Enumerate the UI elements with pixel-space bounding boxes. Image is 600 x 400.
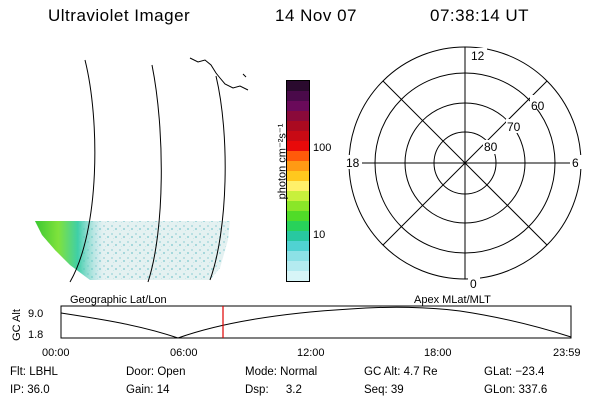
status-glon: GLon: 337.6 — [484, 384, 547, 396]
status-door-label: Door: — [126, 366, 155, 378]
meridian-line-3 — [209, 75, 226, 281]
status-glon-label: GLon: — [484, 384, 516, 396]
apex-label: Apex MLat/MLT — [414, 294, 491, 306]
status-ip-value: 36.0 — [27, 384, 50, 396]
status-ip-label: IP: — [10, 384, 25, 396]
alt-x-tick-0000: 00:00 — [42, 347, 70, 359]
status-door-value: Open — [157, 366, 186, 378]
status-seq-label: Seq: — [364, 384, 388, 396]
meridian-line-1 — [69, 59, 96, 283]
app-title: Ultraviolet Imager — [48, 6, 191, 25]
alt-plot-ylabel: GC Alt — [11, 309, 23, 341]
geographic-image — [35, 57, 249, 283]
altitude-curve — [60, 306, 572, 339]
status-gc-alt-value: 4.7 Re — [403, 366, 438, 378]
colorbar-tick-100: 100 — [313, 142, 332, 154]
alt-tick-high: 9.0 — [28, 308, 44, 320]
status-gain: Gain: 14 — [126, 384, 170, 396]
status-flt: Flt: LBHL — [10, 366, 58, 378]
status-mode-value: Normal — [280, 366, 318, 378]
status-ip: IP: 36.0 — [10, 384, 50, 396]
status-dsp: Dsp: 3.2 — [245, 384, 302, 396]
alt-x-tick-2359: 23:59 — [553, 347, 581, 359]
lat-label-80: 80 — [484, 140, 498, 154]
status-glat-label: GLat: — [484, 366, 513, 378]
status-seq: Seq: 39 — [364, 384, 404, 396]
status-mode-label: Mode: — [245, 366, 277, 378]
alt-tick-low: 1.8 — [28, 329, 44, 341]
mlt-label-left: 18 — [346, 156, 360, 170]
altitude-plot — [60, 305, 572, 339]
auroral-edge-glow — [35, 221, 230, 280]
status-mode: Mode: Normal — [245, 366, 317, 378]
status-dsp-value: 3.2 — [285, 384, 302, 396]
status-gc-alt: GC Alt: 4.7 Re — [364, 366, 438, 378]
colorbar-tick-10: 10 — [313, 229, 326, 241]
meridian-line-2 — [147, 64, 162, 283]
status-glon-value: 337.6 — [518, 384, 548, 396]
status-door: Door: Open — [126, 366, 185, 378]
time-label: 07:38:14 UT — [430, 6, 530, 25]
lat-label-60: 60 — [531, 99, 545, 113]
polar-plot: 12 18 6 0 80 70 60 — [344, 46, 582, 291]
mlt-label-top: 12 — [471, 49, 485, 63]
alt-x-tick-0600: 06:00 — [170, 347, 198, 359]
polar-diagonal-2 — [382, 80, 548, 246]
status-flt-value: LBHL — [29, 366, 58, 378]
coastline-outline — [189, 57, 249, 91]
colorbar-unit-label: photon cm⁻²s⁻¹ — [276, 123, 289, 200]
status-flt-label: Flt: — [10, 366, 26, 378]
geographic-label: Geographic Lat/Lon — [70, 294, 167, 306]
status-glat-value: −23.4 — [515, 366, 545, 378]
lat-label-70: 70 — [507, 120, 521, 134]
status-gain-label: Gain: — [126, 384, 154, 396]
mlt-label-right: 6 — [572, 156, 579, 170]
date-label: 14 Nov 07 — [275, 6, 357, 25]
alt-plot-frame — [60, 305, 572, 339]
status-dsp-label: Dsp: — [245, 384, 269, 396]
status-glat: GLat: −23.4 — [484, 366, 544, 378]
mlt-label-bottom: 0 — [470, 277, 477, 291]
status-gain-value: 14 — [156, 384, 170, 396]
status-gc-alt-label: GC Alt: — [364, 366, 401, 378]
alt-x-tick-1800: 18:00 — [424, 347, 452, 359]
coastline-fragment — [242, 73, 247, 78]
status-seq-value: 39 — [390, 384, 404, 396]
colorbar — [286, 80, 310, 282]
alt-x-tick-1200: 12:00 — [297, 347, 325, 359]
